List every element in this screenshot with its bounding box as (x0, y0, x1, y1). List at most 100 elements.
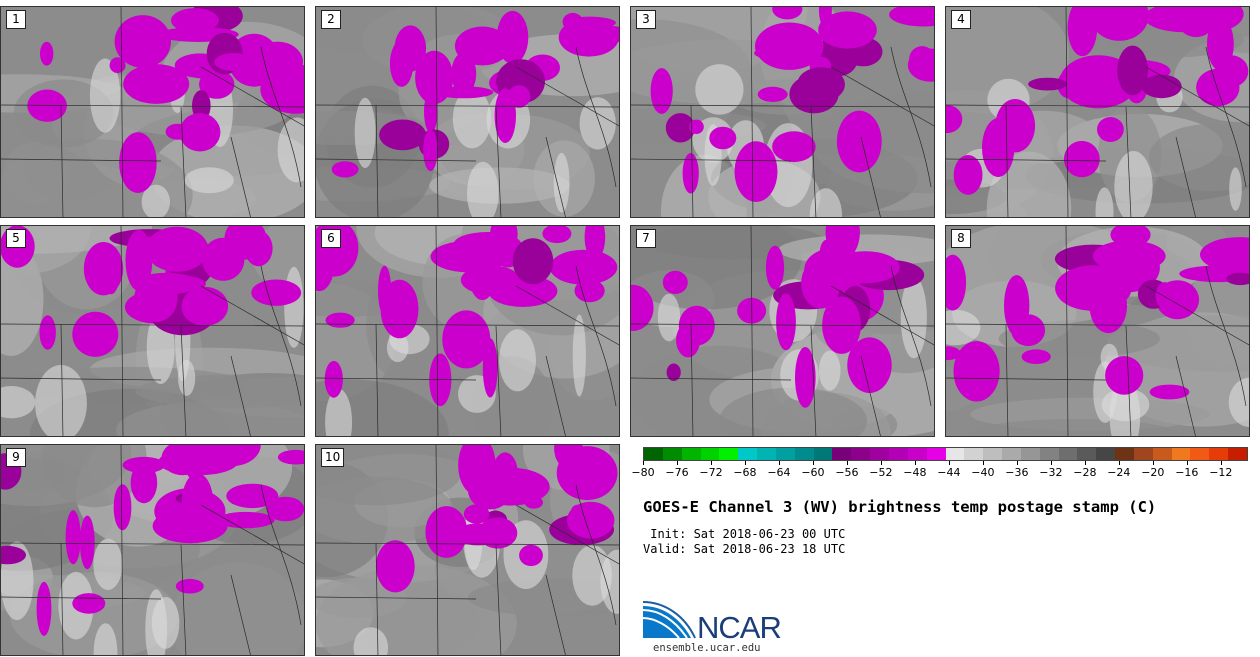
colorbar-swatch (1002, 448, 1021, 460)
colorbar-tick-label: −64 (767, 466, 791, 479)
panel-number: 10 (321, 448, 345, 467)
colorbar-swatch (1171, 448, 1191, 460)
colorbar-tick (1050, 461, 1052, 465)
map-panel-1: 1 (0, 6, 305, 218)
water-vapor-map (316, 226, 619, 436)
moist-region (1, 445, 304, 636)
colorbar-swatch (1152, 448, 1172, 460)
map-panel-5: 5 (0, 225, 305, 437)
panel-number: 9 (6, 448, 26, 467)
map-panel-7: 7 (630, 225, 935, 437)
colorbar-tick (812, 461, 814, 465)
colorbar-swatch (738, 448, 758, 460)
colorbar-swatch (945, 448, 965, 460)
colorbar-tick-label: −68 (733, 466, 757, 479)
colorbar-tick-label: −52 (869, 466, 893, 479)
colorbar-swatch (1133, 448, 1153, 460)
map-panel-8: 8 (945, 225, 1250, 437)
water-vapor-map (946, 7, 1249, 217)
colorbar-tick (778, 461, 780, 465)
colorbar-swatch (1077, 448, 1097, 460)
colorbar-tick-label: −16 (1175, 466, 1199, 479)
colorbar-tick-label: −80 (631, 466, 655, 479)
colorbar-tick-label: −72 (699, 466, 723, 479)
water-vapor-map (946, 226, 1249, 436)
moist-region (1, 226, 302, 357)
colorbar-swatch (813, 448, 833, 460)
moist-region (946, 226, 1249, 402)
panel-number: 3 (636, 10, 656, 29)
panel-number: 7 (636, 229, 656, 248)
logo-url: ensemble.ucar.edu (653, 642, 761, 654)
colorbar-tick (643, 461, 644, 465)
colorbar-tick (1186, 461, 1188, 465)
moist-region (331, 10, 619, 178)
colorbar-tick (1152, 461, 1154, 465)
panel-number: 1 (6, 10, 26, 29)
ncar-logo: NCAR (643, 601, 782, 645)
colorbar-tick (744, 461, 746, 465)
colorbar-tick-label: −48 (903, 466, 927, 479)
colorbar-tick (1220, 461, 1222, 465)
colorbar-swatch (1190, 448, 1210, 460)
colorbar (643, 447, 1248, 461)
colorbar-swatch (870, 448, 889, 460)
colorbar-tick-label: −28 (1073, 466, 1097, 479)
chart-title: GOES-E Channel 3 (WV) brightness temp po… (643, 498, 1157, 516)
colorbar-swatch (1096, 448, 1116, 460)
map-panel-10: 10 (315, 444, 620, 656)
colorbar-tick-label: −60 (801, 466, 825, 479)
water-vapor-map (631, 7, 934, 217)
map-panel-6: 6 (315, 225, 620, 437)
panel-number: 5 (6, 229, 26, 248)
map-panel-4: 4 (945, 6, 1250, 218)
water-vapor-map (316, 7, 619, 217)
colorbar-tick-label: −44 (937, 466, 961, 479)
colorbar-tick-label: −20 (1141, 466, 1165, 479)
moist-region (650, 7, 934, 203)
init-time: Init: Sat 2018-06-23 00 UTC (643, 527, 846, 541)
colorbar-tick-label: −32 (1039, 466, 1063, 479)
colorbar-swatch (719, 448, 739, 460)
water-vapor-map (1, 445, 304, 655)
water-vapor-map (1, 226, 304, 436)
colorbar-tick (710, 461, 712, 465)
map-panel-3: 3 (630, 6, 935, 218)
colorbar-tick (1084, 461, 1086, 465)
colorbar-swatch (983, 448, 1003, 460)
colorbar-swatch (1209, 448, 1229, 460)
water-vapor-map (631, 226, 934, 436)
colorbar-tick (948, 461, 950, 465)
colorbar-tick (982, 461, 984, 465)
colorbar-tick (676, 461, 678, 465)
colorbar-swatch (851, 448, 871, 460)
colorbar-swatch (794, 448, 814, 460)
colorbar-tick-label: −40 (971, 466, 995, 479)
ncar-logo-text: NCAR (697, 610, 781, 645)
colorbar-labels: −80 −76 −72 −68 −64 −60 −56 −52 −48 −44 −40 −36 −32−… (631, 466, 1248, 480)
colorbar-swatch (1039, 448, 1059, 460)
colorbar-swatch (926, 448, 946, 460)
colorbar-swatch (832, 448, 852, 460)
colorbar-swatch (1058, 448, 1078, 460)
moist-region (375, 445, 618, 593)
map-panel-9: 9 (0, 444, 305, 656)
colorbar-swatch (1115, 448, 1134, 460)
valid-time: Valid: Sat 2018-06-23 18 UTC (643, 542, 846, 556)
colorbar-tick (914, 461, 916, 465)
water-vapor-map (1, 7, 304, 217)
moist-region (946, 7, 1249, 195)
panel-number: 2 (321, 10, 341, 29)
panel-number: 8 (951, 229, 971, 248)
colorbar-tick-label: −24 (1107, 466, 1131, 479)
colorbar-tick-label: −76 (665, 466, 689, 479)
colorbar-tick-label: −12 (1209, 466, 1233, 479)
colorbar-tick-label: −36 (1005, 466, 1029, 479)
panel-number: 4 (951, 10, 971, 29)
moist-region (27, 7, 304, 193)
panel-number: 6 (321, 229, 341, 248)
water-vapor-map (316, 445, 619, 655)
colorbar-swatch (757, 448, 776, 460)
colorbar-swatch (662, 448, 682, 460)
colorbar-tick (880, 461, 882, 465)
